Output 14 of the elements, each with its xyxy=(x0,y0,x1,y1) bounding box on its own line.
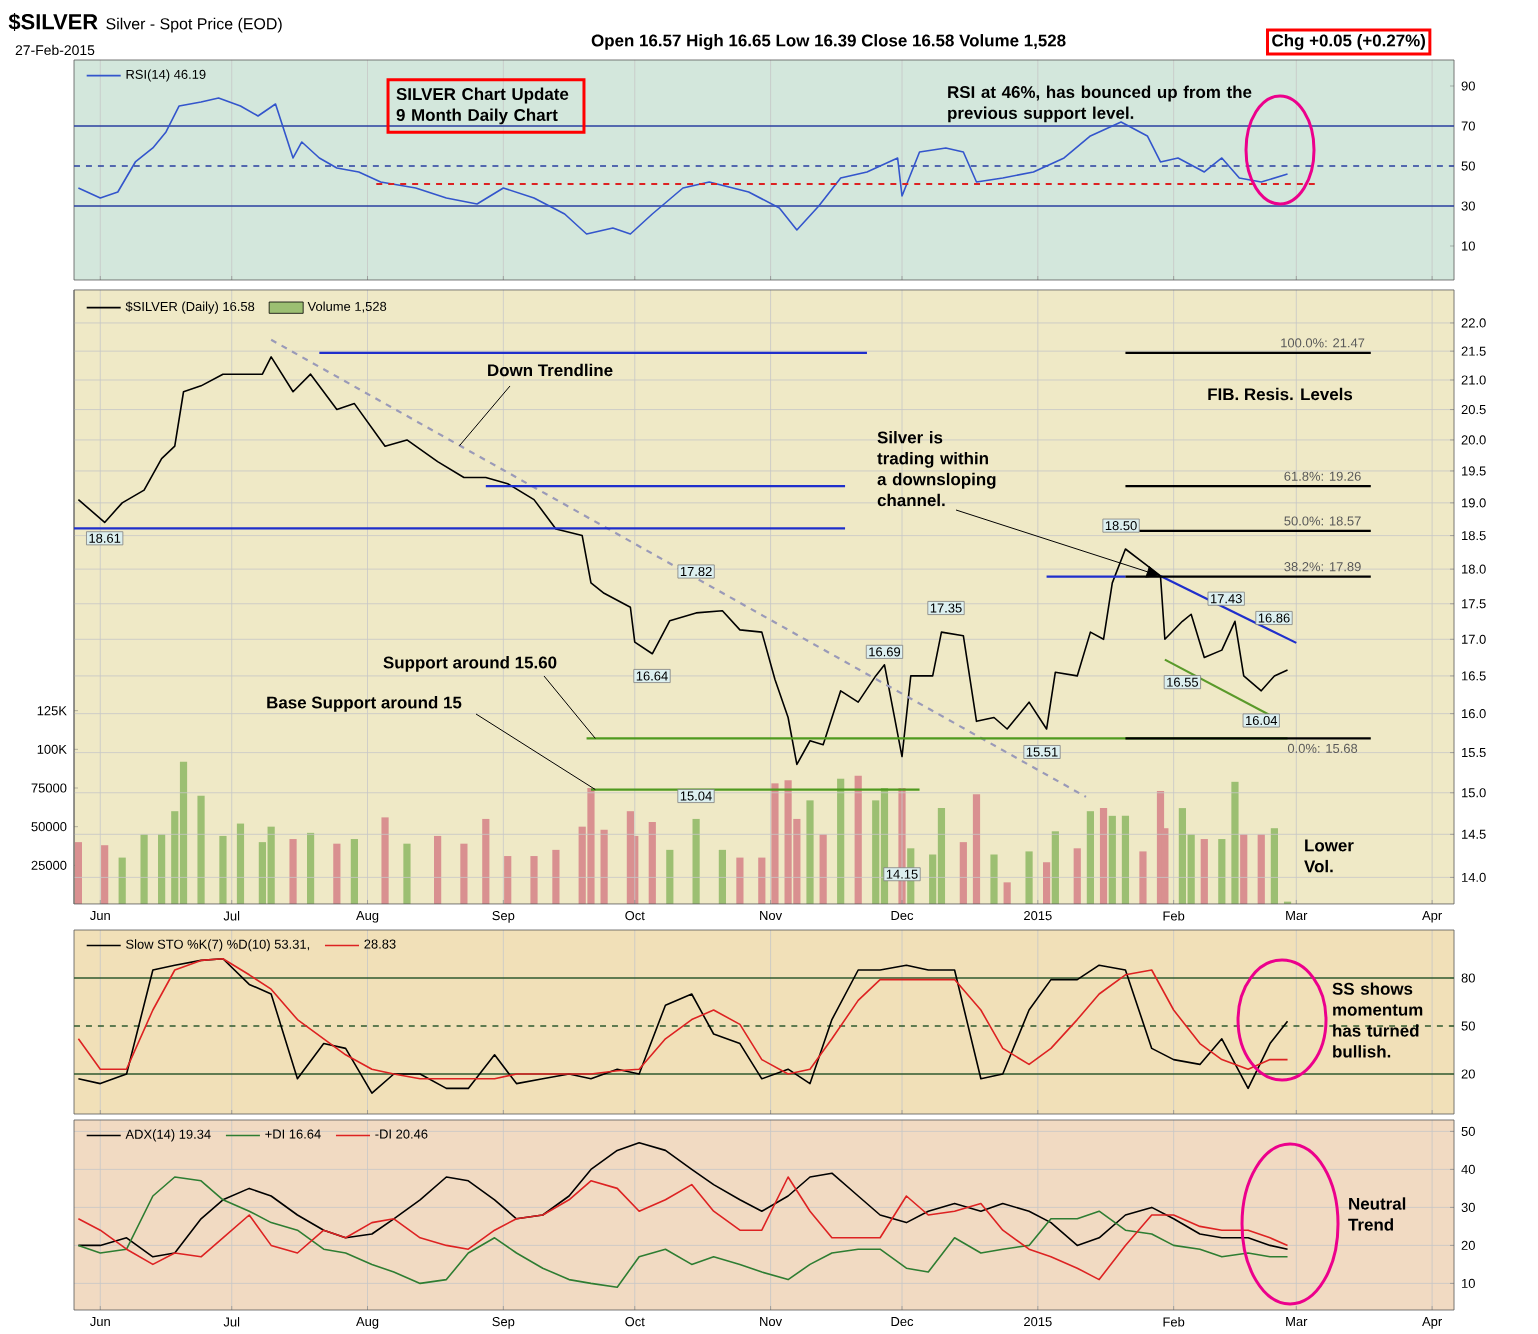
line-series xyxy=(77,1141,1289,1258)
annotation: SILVER Chart Update 9 Month Daily Chart xyxy=(396,87,569,125)
text: Chg +0.05 (+0.27%) xyxy=(1272,34,1425,50)
annotation: FIB. Resis. Levels xyxy=(1208,387,1353,401)
annotation: Neutral Trend xyxy=(1348,1197,1406,1231)
annotation: SS shows momentum has turned bullish. xyxy=(1332,982,1423,1058)
chart-title: $SILVER xyxy=(8,13,98,31)
text: Open 16.57 High 16.65 Low 16.39 Close 16.58 Volume 1,528 xyxy=(591,34,1066,50)
annotation: Silver is trading within a downsloping channel. xyxy=(877,431,996,507)
annotation: Down Trendline xyxy=(488,363,613,377)
annotation: Lower Vol. xyxy=(1304,839,1354,873)
annotation: RSI at 46%, has bounced up from the previous support level. xyxy=(948,85,1252,123)
annotation: Support around 15.60 xyxy=(383,656,557,672)
annotation: Base Support around 15 xyxy=(267,696,462,712)
